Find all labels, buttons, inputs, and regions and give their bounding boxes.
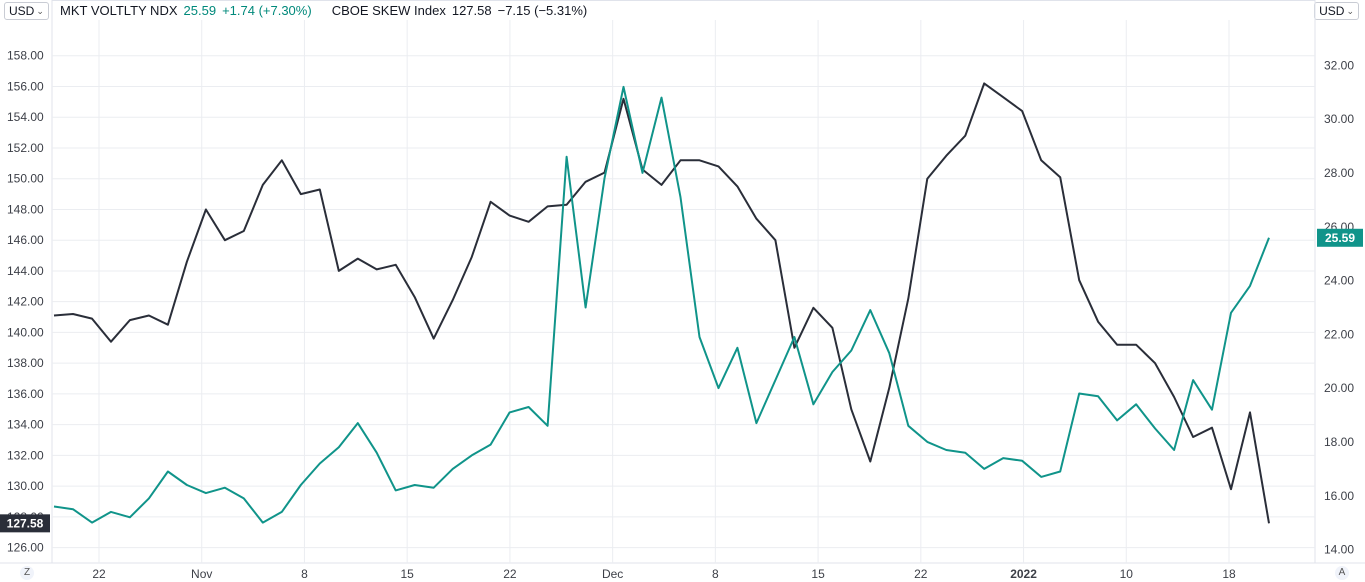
time-axis-tick-label: 15 (401, 567, 415, 581)
right-currency-label: USD (1319, 4, 1345, 18)
grid-lines (0, 0, 1365, 564)
left-axis-tick-label: 136.00 (7, 387, 44, 401)
left-axis-tick-label: 148.00 (7, 202, 44, 216)
left-axis-tick-label: 156.00 (7, 79, 44, 93)
right-price-axis: 14.0016.0018.0020.0022.0024.0026.0028.00… (1324, 58, 1354, 556)
vol-last-value-label: 25.59 (1325, 231, 1355, 245)
left-axis-tick-label: 154.00 (7, 110, 44, 124)
left-axis-tick-label: 152.00 (7, 141, 44, 155)
chevron-down-icon: ⌄ (1346, 6, 1354, 16)
time-axis-tick-label: 18 (1222, 567, 1236, 581)
left-axis-tick-label: 132.00 (7, 448, 44, 462)
right-axis-tick-label: 16.00 (1324, 489, 1354, 503)
left-axis-tick-label: 126.00 (7, 541, 44, 555)
series-layer (53, 82, 1270, 524)
time-axis-tick-label: 8 (712, 567, 719, 581)
zoom-reset-button[interactable]: Z (20, 566, 34, 580)
right-axis-tick-label: 24.00 (1324, 274, 1354, 288)
left-axis-tick-label: 144.00 (7, 264, 44, 278)
time-axis-tick-label: 22 (92, 567, 106, 581)
legend-skew-value: 127.58 (451, 3, 492, 18)
right-axis-tick-label: 22.00 (1324, 327, 1354, 341)
left-axis-tick-label: 134.00 (7, 418, 44, 432)
vol-last-value-badge (1317, 228, 1363, 247)
right-axis-tick-label: 28.00 (1324, 166, 1354, 180)
last-value-labels: 127.58 25.59 (0, 228, 1363, 533)
legend: MKT VOLTLTY NDX 25.59 +1.74 (+7.30%) CBO… (60, 3, 587, 18)
left-currency-selector[interactable]: USD ⌄ (4, 2, 49, 20)
right-axis-tick-label: 32.00 (1324, 58, 1354, 72)
left-axis-tick-label: 130.00 (7, 479, 44, 493)
left-axis-tick-label: 146.00 (7, 233, 44, 247)
right-axis-tick-label: 14.00 (1324, 543, 1354, 557)
left-axis-tick-label: 138.00 (7, 356, 44, 370)
legend-skew-change: −7.15 (−5.31%) (497, 3, 588, 18)
series-line-cboe-skew (53, 82, 1270, 524)
skew-last-value-label: 127.58 (7, 516, 44, 530)
left-axis-tick-label: 142.00 (7, 295, 44, 309)
auto-scale-button[interactable]: A (1335, 566, 1349, 580)
legend-vol-value: 25.59 (183, 3, 217, 18)
legend-vol-change: +1.74 (+7.30%) (222, 3, 312, 18)
time-axis: 22 Nov 8 15 22 Dec 8 15 22 2022 10 18 (92, 567, 1236, 581)
left-price-axis: 126.00128.00130.00132.00134.00136.00138.… (7, 49, 44, 555)
legend-skew-name[interactable]: CBOE SKEW Index (331, 3, 446, 18)
left-axis-tick-label: 150.00 (7, 172, 44, 186)
left-currency-label: USD (9, 4, 35, 18)
right-axis-tick-label: 30.00 (1324, 112, 1354, 126)
series-line-mkt-volatility-ndx (53, 85, 1270, 524)
time-axis-tick-label: 15 (811, 567, 825, 581)
time-axis-tick-label: Nov (191, 567, 212, 581)
legend-vol-name[interactable]: MKT VOLTLTY NDX (60, 3, 178, 18)
time-axis-tick-label: 22 (914, 567, 928, 581)
time-axis-tick-label: 10 (1120, 567, 1134, 581)
left-axis-tick-label: 140.00 (7, 325, 44, 339)
left-axis-tick-label: 158.00 (7, 49, 44, 63)
time-axis-tick-label: 22 (503, 567, 517, 581)
skew-last-value-badge (0, 514, 50, 533)
chart-top-border (52, 0, 1315, 1)
time-axis-tick-label: 8 (301, 567, 308, 581)
right-axis-tick-label: 18.00 (1324, 435, 1354, 449)
time-axis-tick-label: 2022 (1010, 567, 1037, 581)
time-axis-tick-label: Dec (602, 567, 623, 581)
right-axis-tick-label: 20.00 (1324, 381, 1354, 395)
chevron-down-icon: ⌄ (36, 6, 44, 16)
